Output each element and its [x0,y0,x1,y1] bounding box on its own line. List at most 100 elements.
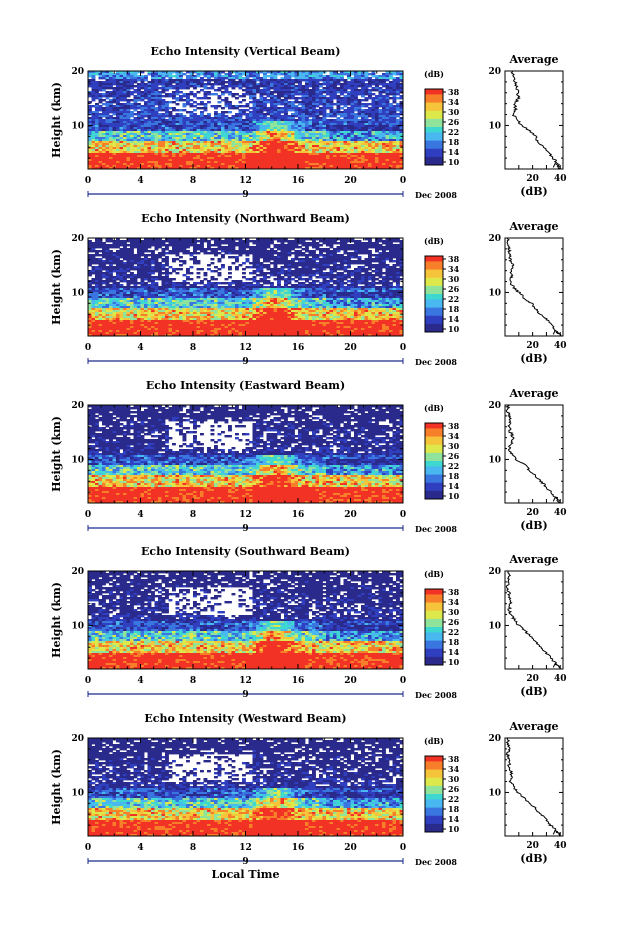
heatmap-cell [189,77,194,80]
heatmap-cell [137,113,141,116]
heatmap-cell [182,103,187,106]
heatmap-row [91,89,403,92]
heatmap-cell [326,107,330,110]
heatmap-cell [182,240,187,243]
heatmap-cell [144,133,148,136]
heatmap-cell [277,73,281,76]
heatmap-cell [161,250,166,253]
heatmap-cell [140,163,145,166]
heatmap-cell [123,159,127,162]
heatmap-cell [315,133,320,136]
heatmap-cell [252,151,257,154]
heatmap-cell [284,107,288,110]
heatmap-cell [172,252,176,255]
heatmap-cell [256,141,260,144]
heatmap-row [88,248,403,251]
heatmap-cell [224,163,229,166]
heatmap-cell [368,107,372,110]
heatmap-cell [210,79,215,82]
heatmap-cell [305,127,309,130]
heatmap-cell [172,143,176,146]
panel-1: Echo Intensity (Northward Beam)2010Heigh… [50,212,567,367]
heatmap-cell [312,161,316,164]
heatmap-cell [277,107,281,110]
heatmap-cell [102,103,106,106]
heatmap-cell [350,143,355,146]
heatmap-cell [158,95,162,98]
heatmap-cell [259,149,264,152]
heatmap-cell [179,99,183,102]
heatmap-cell [336,123,341,126]
heatmap-cell [326,113,330,116]
heatmap-row [91,77,403,80]
heatmap-cell [329,139,334,142]
heatmap-cell [329,165,334,168]
heatmap-cell [112,101,117,104]
heatmap-cell [308,258,313,261]
heatmap-cell [140,107,145,110]
heatmap-cell [252,256,257,259]
heatmap-cell [105,250,110,253]
heatmap-cell [354,161,358,164]
colorbar-segment [425,116,443,120]
heatmap-cell [249,135,253,138]
heatmap-cell [224,149,229,152]
heatmap-cell [105,95,110,98]
heatmap-cell [207,145,211,148]
heatmap-cell [189,75,194,78]
heatmap-cell [179,153,183,156]
heatmap-cell [396,125,400,128]
heatmap-cell [168,165,173,168]
heatmap-cell [161,153,166,156]
heatmap-cell [319,133,323,136]
heatmap-cell [256,256,260,259]
heatmap-cell [144,127,148,130]
colorbar-segment [425,97,443,101]
heatmap-cell [319,167,323,169]
heatmap-cell [196,73,201,76]
heatmap-cell [154,155,159,158]
heatmap-cell [168,81,173,84]
heatmap-cell [105,127,110,130]
heatmap-cell [196,240,201,243]
heatmap-cell [399,103,403,106]
heatmap-cell [133,167,138,169]
heatmap-cell [207,79,211,82]
heatmap-cell [165,161,169,164]
heatmap-cell [368,115,372,118]
heatmap-cell [350,133,355,136]
heatmap-cell [193,129,197,132]
heatmap-cell [88,79,92,82]
heatmap-cell [126,139,131,142]
heatmap-cell [224,242,229,245]
heatmap-cell [95,125,99,128]
heatmap-cell [249,129,253,132]
heatmap-cell [147,103,152,106]
heatmap-cell [266,101,271,104]
heatmap-cell [375,248,379,251]
heatmap-cell [322,97,327,100]
heatmap-cell [186,153,190,156]
heatmap-cell [252,165,257,168]
heatmap-cell [119,115,124,118]
heatmap-cell [270,254,274,257]
heatmap-cell [319,155,323,158]
heatmap-cell [182,73,187,76]
heatmap-cell [326,83,330,86]
heatmap-cell [259,131,264,134]
heatmap-cell [259,256,264,259]
heatmap-cell [151,157,155,160]
heatmap-cell [210,137,215,140]
heatmap-cell [238,149,243,152]
heatmap-cell [109,157,113,160]
heatmap-cell [221,151,225,154]
heatmap-cell [182,117,187,120]
heatmap-cell [312,151,316,154]
heatmap-cell [98,145,103,148]
heatmap-cell [396,137,400,140]
heatmap-cell [263,93,267,96]
heatmap-cell [399,153,403,156]
heatmap-cell [375,95,379,98]
heatmap-cell [354,133,358,136]
heatmap-cell [112,258,117,261]
